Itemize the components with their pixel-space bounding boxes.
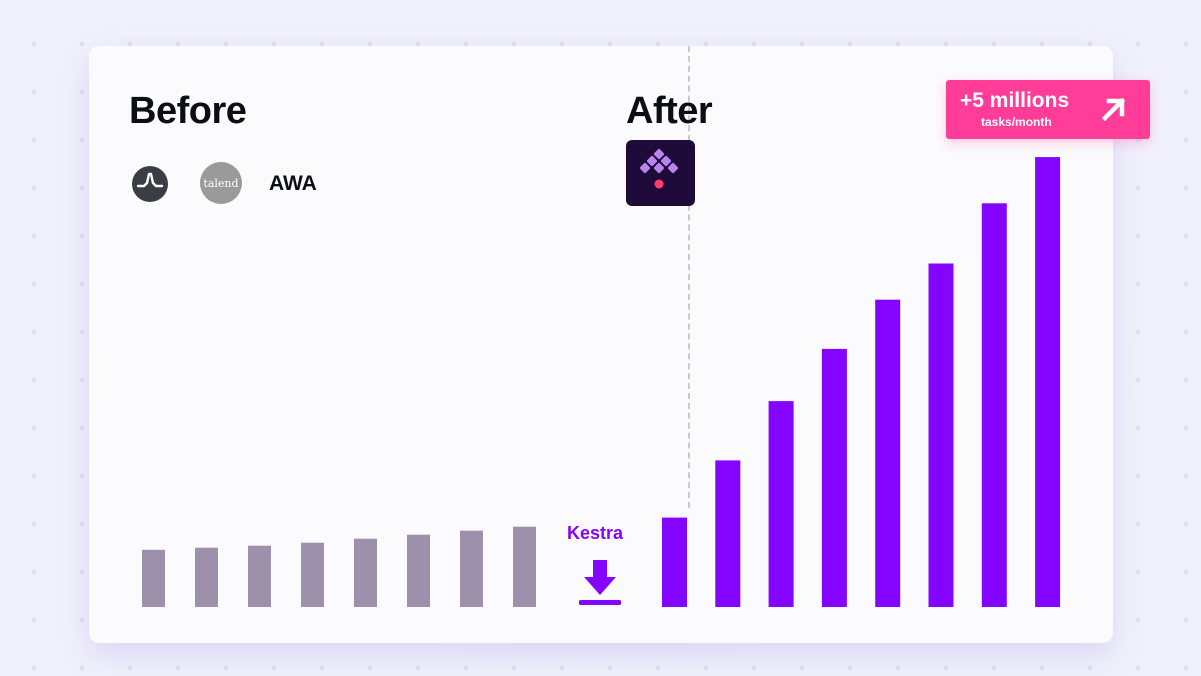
before-after-divider (688, 46, 690, 508)
after-bar (768, 401, 794, 607)
after-bars-group (662, 157, 1061, 608)
before-title: Before (129, 90, 247, 132)
comparison-card: Before After talend AWA +5 millions task… (89, 46, 1150, 643)
kestra-logo-icon (626, 140, 695, 206)
before-bar (354, 538, 377, 607)
after-title: After (626, 90, 713, 132)
before-bars-group (142, 526, 536, 607)
before-bar (301, 542, 324, 607)
download-icon (579, 556, 621, 611)
talend-logo: talend (200, 162, 242, 204)
before-bar (142, 549, 165, 607)
talend-logo-text: talend (203, 176, 239, 190)
after-bar (715, 460, 741, 607)
badge-main-text: +5 millions (960, 89, 1070, 112)
kestra-label: Kestra (567, 523, 624, 543)
after-bar (981, 203, 1007, 608)
before-bar (248, 545, 271, 607)
awa-label: AWA (269, 172, 317, 195)
before-bar (195, 547, 218, 607)
growth-badge: +5 millions tasks/month (946, 80, 1150, 139)
arrow-up-right-icon (1098, 93, 1130, 130)
task-bar-chart (142, 157, 1061, 608)
before-bar (407, 534, 430, 607)
after-bar (662, 517, 687, 607)
badge-sub-text: tasks/month (981, 115, 1052, 129)
before-bar (513, 526, 536, 607)
pulse-logo-icon (132, 166, 168, 202)
before-bar (460, 530, 483, 607)
after-bar (1035, 157, 1061, 607)
after-bar (875, 299, 901, 607)
after-bar (821, 348, 847, 607)
after-bar (928, 263, 954, 607)
